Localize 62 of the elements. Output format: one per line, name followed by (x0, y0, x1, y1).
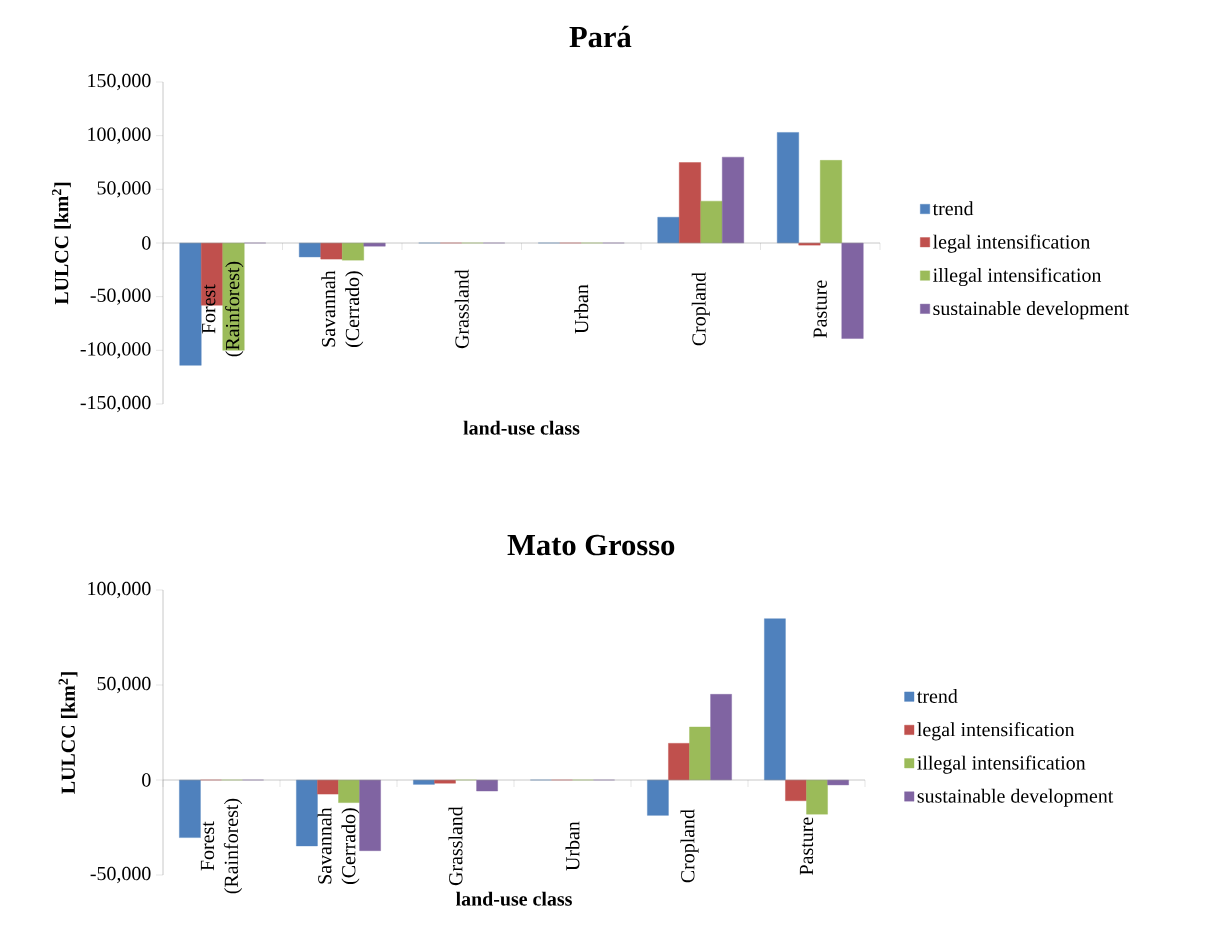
x-tick-label: Savannah (Cerrado) (317, 807, 360, 884)
bar (476, 779, 498, 792)
bar (320, 242, 343, 260)
x-tick-label: Savannah (Cerrado) (321, 270, 364, 347)
bar (806, 779, 828, 815)
x-tick-label: Grassland (454, 269, 469, 349)
legend-label: trend (917, 688, 958, 703)
bar (689, 726, 711, 781)
x-tick-label: Forest (Rainforest) (202, 261, 244, 357)
legend-label: legal intensification (933, 234, 1091, 253)
y-tick-label: -100,000 (80, 342, 151, 359)
x-tick-label: Cropland (691, 272, 710, 346)
chart-title: Mato Grosso (507, 534, 675, 556)
bar (820, 160, 842, 244)
bar (299, 242, 321, 258)
x-tick-label: Grassland (448, 806, 463, 886)
bar (179, 242, 202, 366)
bar (296, 779, 318, 847)
x-tick-label: Forest (Rainforest) (200, 798, 243, 894)
y-axis-title: LULCC [km$^{2}$] (51, 182, 71, 305)
bar (722, 156, 744, 244)
y-tick-label: 100,000 (88, 127, 151, 144)
y-tick-label: -150,000 (80, 395, 151, 413)
legend-label: illegal intensification (917, 755, 1086, 774)
y-tick-label: 100,000 (88, 581, 151, 599)
legend-label: trend (932, 201, 974, 216)
x-tick-label: Urban (574, 284, 589, 334)
bar (710, 694, 732, 781)
legend-label: legal intensification (917, 722, 1075, 741)
bar (338, 779, 360, 803)
chart-title: Pará (569, 25, 632, 48)
x-axis-title: land-use class (463, 420, 580, 435)
x-axis-title: land-use class (455, 891, 572, 906)
y-tick-label: -50,000 (90, 288, 151, 305)
y-tick-label: 50,000 (97, 676, 151, 694)
bar (668, 743, 690, 781)
y-tick-label: -50,000 (90, 866, 151, 884)
x-tick-label: Cropland (680, 809, 699, 883)
y-axis-title: LULCC [km$^{2}$] (58, 672, 78, 794)
bar (764, 618, 786, 781)
y-tick-label: 0 (142, 236, 151, 250)
x-tick-label: Pasture (799, 817, 814, 875)
bar (317, 779, 339, 795)
bar (657, 217, 680, 244)
y-tick-label: 150,000 (88, 73, 151, 91)
bar (342, 242, 364, 261)
bar (179, 779, 201, 838)
bar (359, 779, 381, 851)
bar (777, 132, 799, 244)
x-tick-label: Urban (565, 821, 580, 871)
bar (679, 162, 701, 244)
y-tick-label: 50,000 (97, 181, 151, 198)
bar (841, 242, 864, 339)
bar (785, 779, 807, 801)
x-tick-label: Pasture (813, 280, 827, 338)
bar (827, 779, 849, 786)
legend-label: illegal intensification (933, 267, 1102, 287)
legend-label: sustainable development (917, 788, 1114, 807)
y-tick-label: 0 (142, 773, 151, 787)
bar (700, 200, 723, 244)
legend-label: sustainable development (933, 301, 1129, 320)
bar (647, 779, 669, 816)
